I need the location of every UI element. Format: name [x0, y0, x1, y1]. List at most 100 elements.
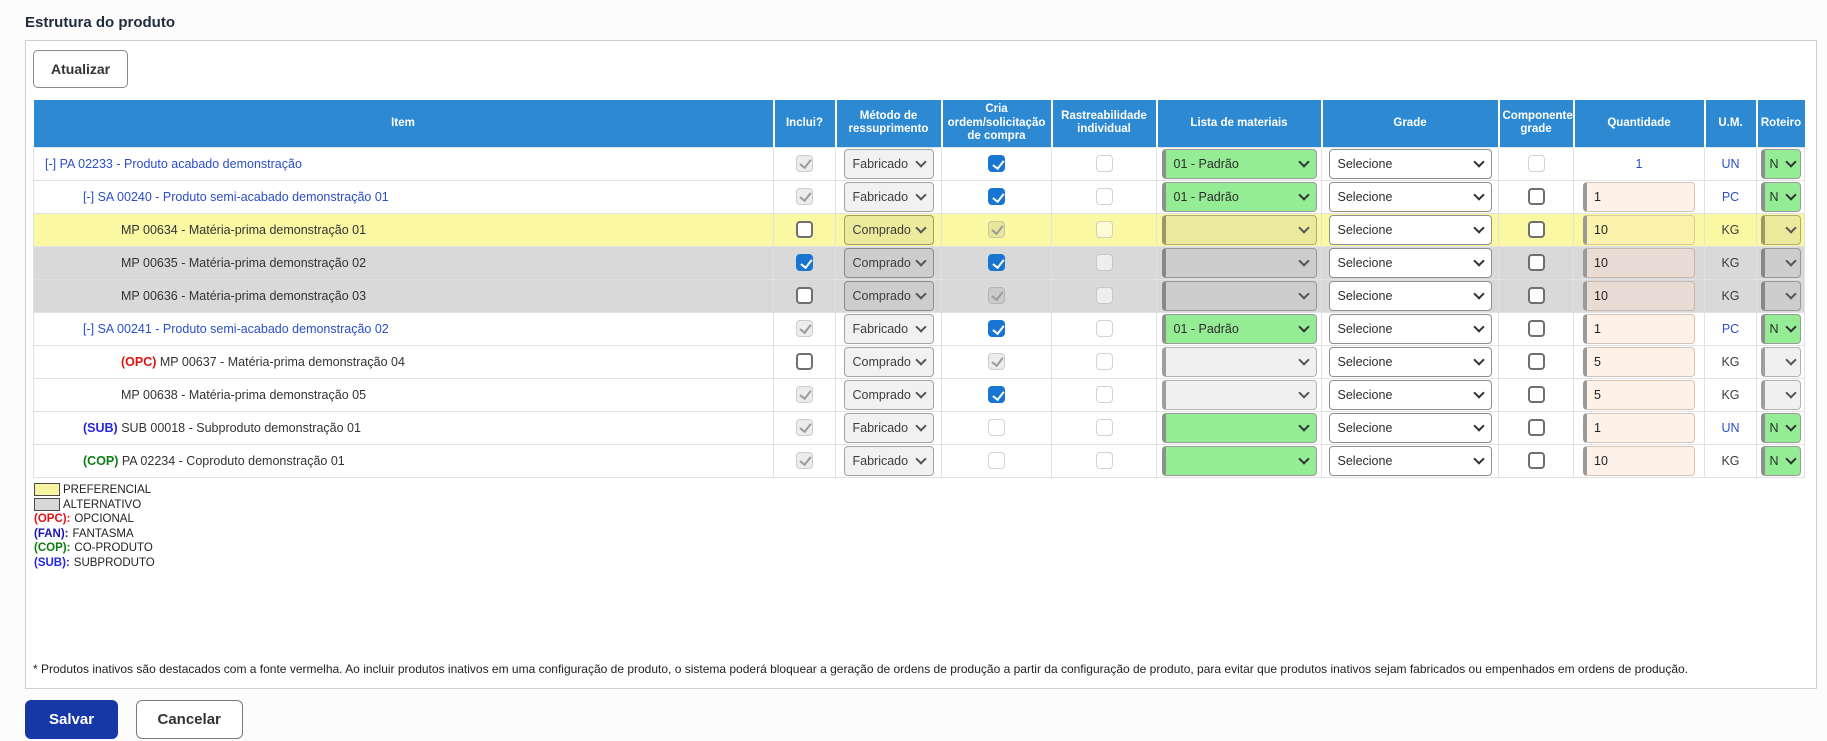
componente-grade-checkbox[interactable] [1527, 188, 1545, 206]
quantidade-input[interactable] [1583, 280, 1695, 311]
col-header-roteiro: Roteiro [1755, 100, 1805, 148]
componente-grade-checkbox [1527, 155, 1545, 173]
chevron-down-icon [1297, 420, 1310, 432]
cria-ordem-checkbox[interactable] [988, 254, 1005, 272]
quantidade-input[interactable] [1583, 181, 1695, 212]
cancelar-button[interactable]: Cancelar [135, 700, 243, 740]
inclui-checkbox[interactable] [796, 221, 813, 239]
chevron-down-icon [1472, 189, 1485, 201]
chevron-down-icon [1472, 255, 1485, 267]
cria-ordem-checkbox[interactable] [988, 386, 1005, 404]
metodo-ressuprimento-select: Comprado [843, 214, 934, 245]
inclui-checkbox[interactable] [796, 287, 813, 305]
lista-materiais-select [1161, 280, 1317, 311]
rastreabilidade-checkbox [1095, 386, 1113, 404]
grade-value: Selecione [1337, 222, 1393, 237]
rastreabilidade-checkbox [1095, 155, 1113, 173]
grade-select[interactable]: Selecione [1328, 445, 1492, 476]
grade-select[interactable]: Selecione [1328, 412, 1492, 443]
rastreabilidade-checkbox [1095, 353, 1113, 371]
item-cell-content: MP 00634 - Matéria-prima demonstração 01 [37, 223, 770, 237]
inclui-checkbox[interactable] [796, 353, 813, 371]
roteiro-select[interactable]: N [1760, 445, 1801, 476]
col-header-componente-grade: Componente grade [1497, 100, 1574, 148]
roteiro-select[interactable]: N [1760, 181, 1801, 212]
roteiro-select[interactable]: N [1760, 412, 1801, 443]
col-header-inclui: Inclui? [772, 100, 836, 148]
chevron-down-icon [1784, 156, 1797, 168]
metodo-ressuprimento-value: Fabricado [852, 321, 909, 336]
salvar-button[interactable]: Salvar [25, 700, 119, 740]
grade-select[interactable]: Selecione [1328, 247, 1492, 278]
table-row: [-] SA 00240 - Produto semi-acabado demo… [33, 179, 1805, 214]
legend-color-swatch [34, 483, 60, 497]
quantidade-input[interactable] [1583, 379, 1695, 410]
grade-select[interactable]: Selecione [1328, 346, 1492, 377]
quantidade-input[interactable] [1583, 412, 1695, 443]
item-cell-content: [-] SA 00240 - Produto semi-acabado demo… [37, 190, 770, 204]
componente-grade-checkbox[interactable] [1527, 386, 1545, 404]
rastreabilidade-checkbox [1095, 188, 1113, 206]
item-cell-content: [-] PA 02233 - Produto acabado demonstra… [37, 157, 770, 171]
grade-select[interactable]: Selecione [1328, 181, 1492, 212]
metodo-ressuprimento-select: Fabricado [843, 412, 934, 443]
item-prefix: [-] [83, 321, 98, 336]
componente-grade-checkbox[interactable] [1527, 452, 1545, 470]
lista-materiais-select[interactable] [1161, 445, 1317, 476]
roteiro-select [1760, 379, 1801, 410]
roteiro-select[interactable]: N [1760, 313, 1801, 344]
item-cell-content: MP 00638 - Matéria-prima demonstração 05 [37, 388, 770, 402]
chevron-down-icon [914, 255, 927, 267]
quantidade-input[interactable] [1583, 346, 1695, 377]
grade-value: Selecione [1337, 387, 1393, 402]
inclui-checkbox[interactable] [796, 254, 813, 272]
lista-materiais-select[interactable]: 01 - Padrão [1161, 313, 1317, 344]
grade-value: Selecione [1337, 354, 1393, 369]
legend-tag: (SUB): [34, 556, 70, 569]
item-cell-content: MP 00635 - Matéria-prima demonstração 02 [37, 256, 770, 270]
componente-grade-checkbox[interactable] [1527, 287, 1545, 305]
item-label[interactable]: SA 00241 - Produto semi-acabado demonstr… [97, 321, 389, 336]
cria-ordem-checkbox[interactable] [988, 320, 1005, 338]
quantidade-input[interactable] [1583, 214, 1695, 245]
chevron-down-icon [914, 189, 927, 201]
cria-ordem-checkbox [988, 353, 1005, 371]
chevron-down-icon [1784, 420, 1797, 432]
atualizar-button[interactable]: Atualizar [33, 50, 129, 88]
componente-grade-checkbox[interactable] [1527, 320, 1545, 338]
componente-grade-checkbox[interactable] [1527, 353, 1545, 371]
grade-select[interactable]: Selecione [1328, 313, 1492, 344]
lista-materiais-select[interactable]: 01 - Padrão [1161, 181, 1317, 212]
inclui-checkbox [796, 452, 813, 470]
legend-tag: (OPC): [34, 513, 71, 526]
item-label[interactable]: SA 00240 - Produto semi-acabado demonstr… [97, 189, 389, 204]
form-actions: Salvar Cancelar [25, 700, 1817, 740]
legend-label: CO-PRODUTO [74, 542, 153, 555]
grade-select[interactable]: Selecione [1328, 379, 1492, 410]
componente-grade-checkbox[interactable] [1527, 419, 1545, 437]
item-label[interactable]: PA 02233 - Produto acabado demonstração [59, 156, 302, 171]
grade-select[interactable]: Selecione [1328, 214, 1492, 245]
legend-item: (FAN): FANTASMA [34, 526, 1809, 541]
legend-item: (SUB): SUBPRODUTO [34, 556, 1809, 571]
metodo-ressuprimento-select: Fabricado [843, 445, 934, 476]
grade-select[interactable]: Selecione [1328, 148, 1492, 179]
roteiro-select[interactable]: N [1760, 148, 1801, 179]
cria-ordem-checkbox [988, 221, 1005, 239]
lista-materiais-select[interactable]: 01 - Padrão [1161, 148, 1317, 179]
grade-value: Selecione [1337, 321, 1393, 336]
chevron-down-icon [1472, 288, 1485, 300]
rastreabilidade-checkbox [1095, 254, 1113, 272]
quantidade-static: 1 [1635, 156, 1643, 171]
componente-grade-checkbox[interactable] [1527, 254, 1545, 272]
quantidade-input[interactable] [1583, 445, 1695, 476]
quantidade-input[interactable] [1583, 247, 1695, 278]
cria-ordem-checkbox[interactable] [988, 188, 1005, 206]
table-header-row: Item Inclui? Método de ressuprimento Cri… [33, 100, 1805, 148]
quantidade-input[interactable] [1583, 313, 1695, 344]
grade-select[interactable]: Selecione [1328, 280, 1492, 311]
lista-materiais-select[interactable] [1161, 412, 1317, 443]
cria-ordem-checkbox[interactable] [988, 155, 1005, 173]
chevron-down-icon [1472, 321, 1485, 333]
componente-grade-checkbox[interactable] [1527, 221, 1545, 239]
